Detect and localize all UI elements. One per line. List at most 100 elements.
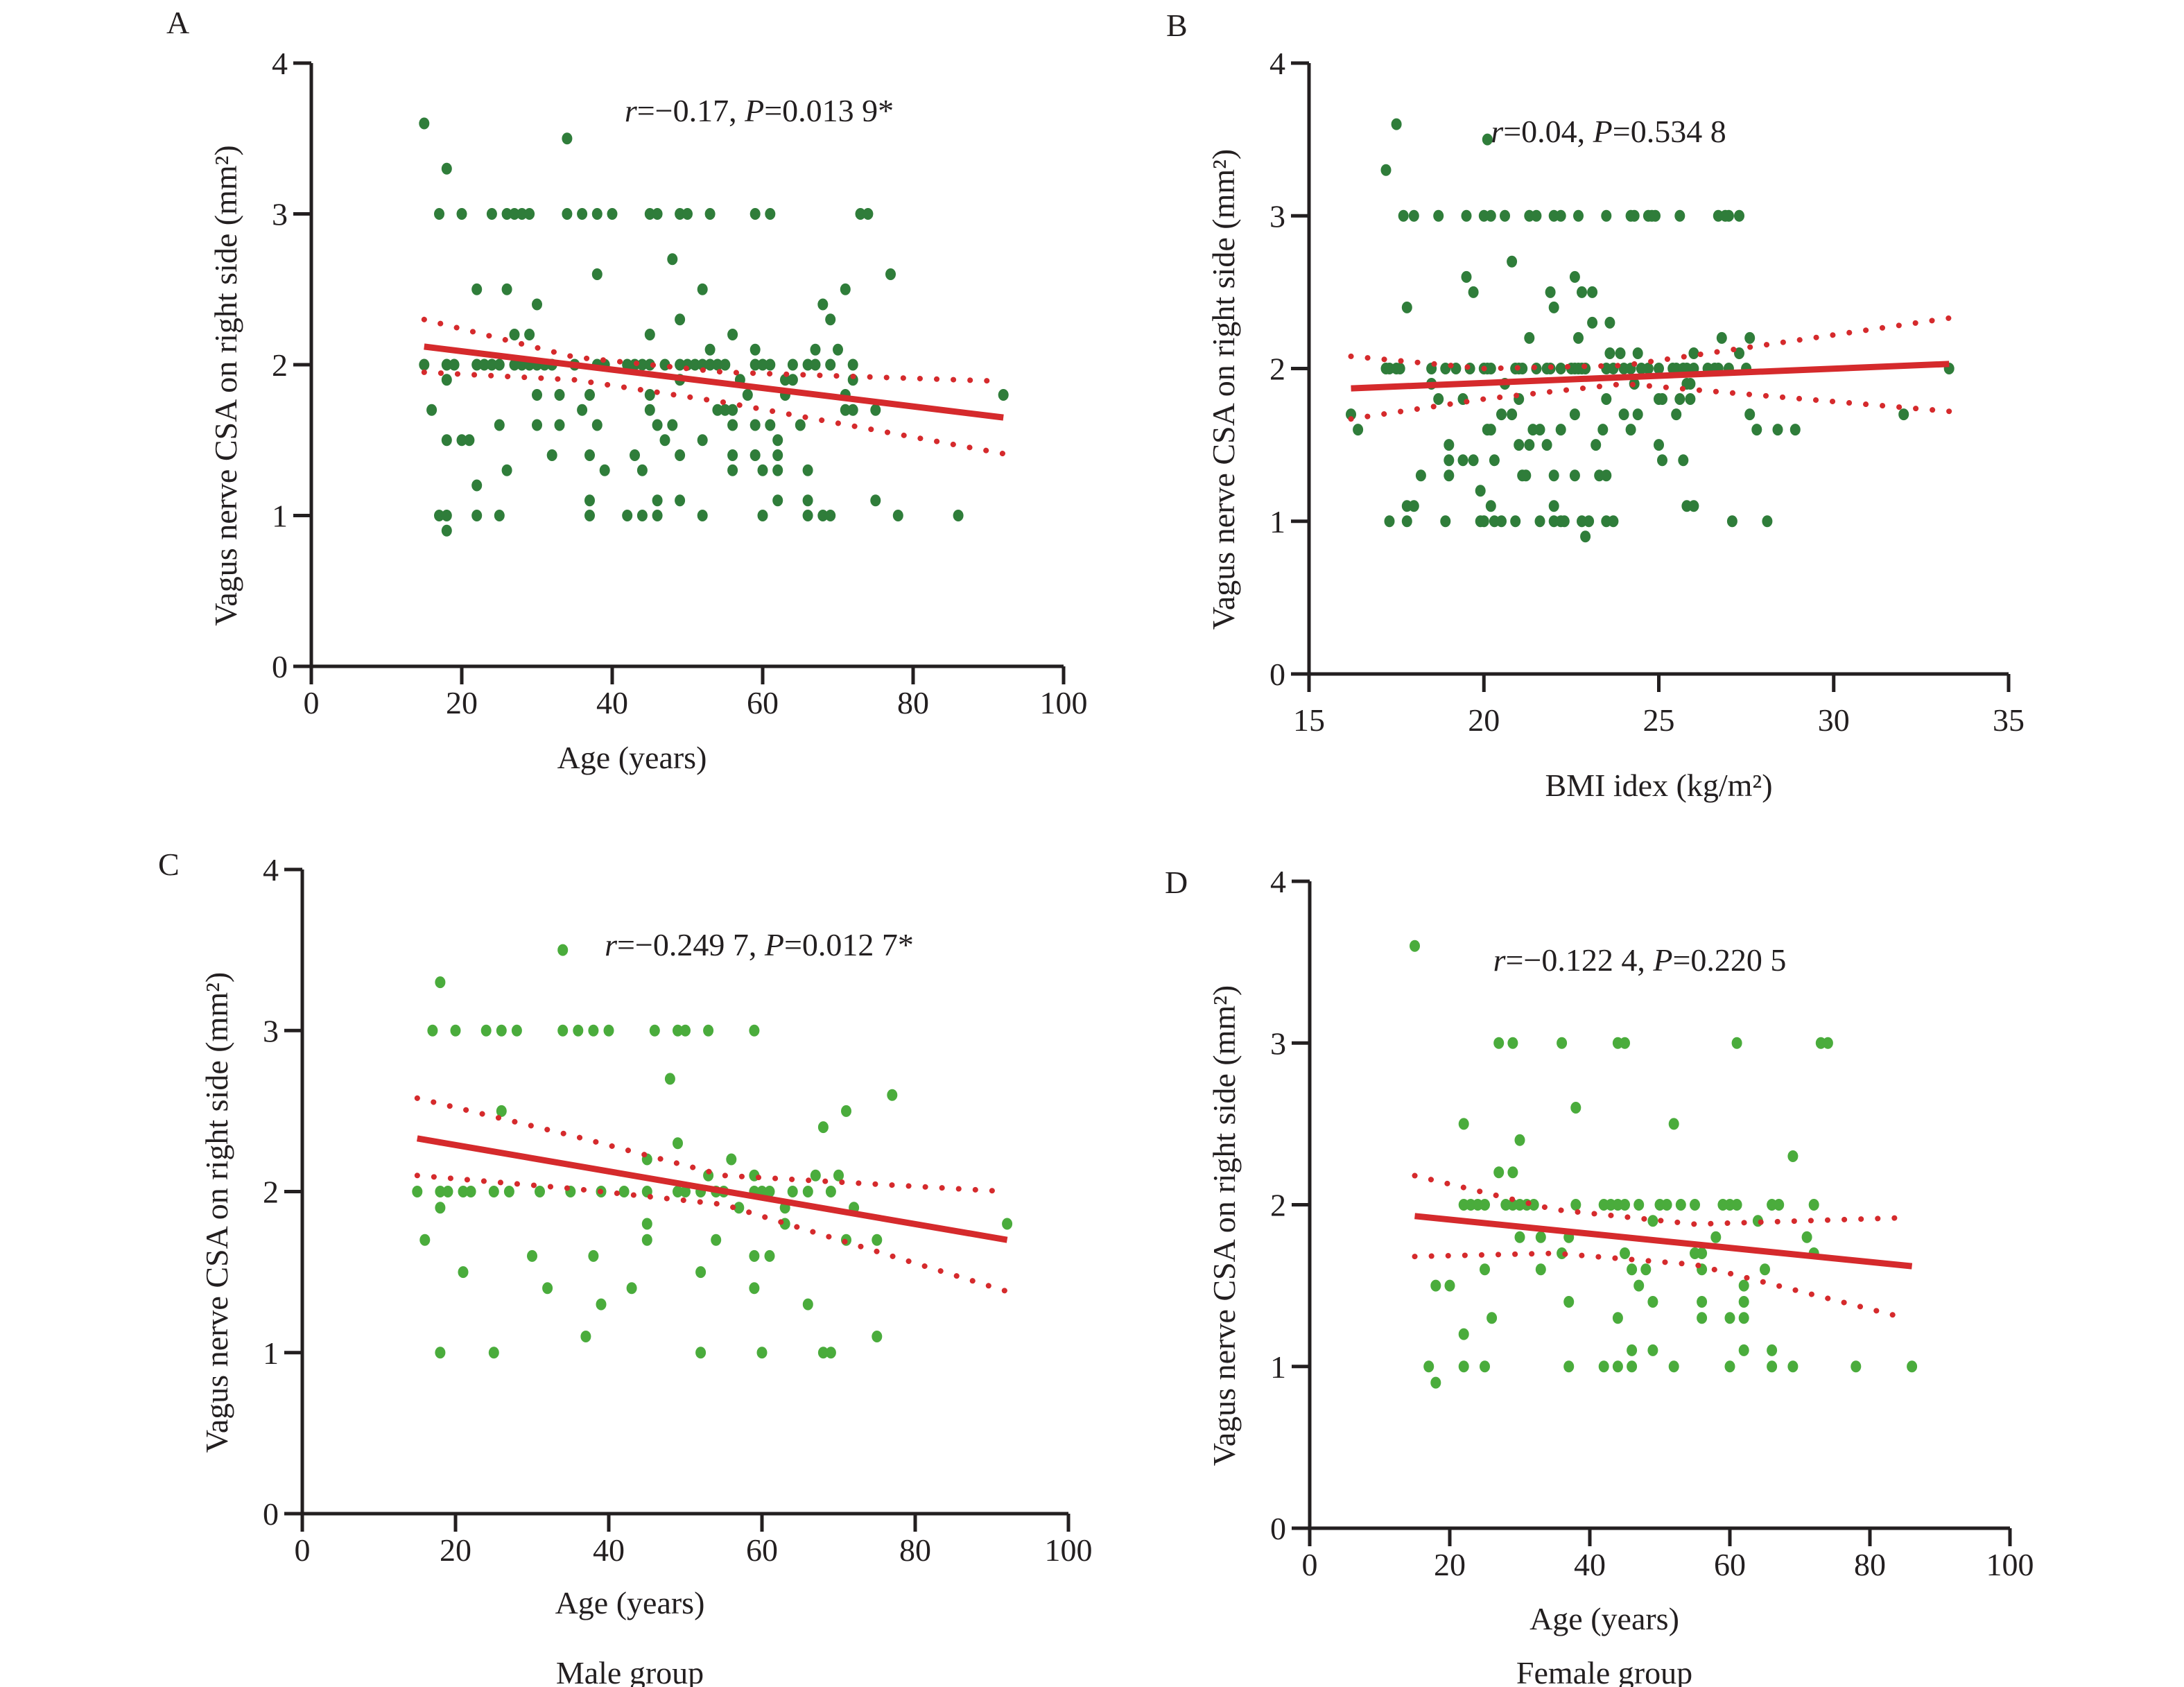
scatter-points [1410,940,1918,1389]
data-point [449,358,460,371]
data-point [501,464,512,476]
data-point [1541,439,1552,451]
data-point [1489,454,1500,467]
data-point [704,358,716,371]
data-point [1485,209,1496,222]
panel-letter: D [1165,865,1188,900]
data-point [757,464,768,476]
data-point [1573,331,1584,344]
data-point [870,404,881,416]
data-point [825,1186,836,1197]
data-point [1762,515,1773,528]
data-point [1545,286,1556,298]
data-point [442,1186,453,1197]
data-point [1608,515,1619,528]
x-tick-label: 15 [1293,702,1325,738]
data-point [584,510,595,521]
data-point [1688,500,1699,512]
data-point [652,419,663,431]
y-tick-label: 1 [1270,1349,1286,1385]
data-point [667,253,678,266]
data-point [1535,1263,1546,1276]
data-point [703,1024,714,1037]
y-tick-label: 4 [1270,864,1286,899]
data-point [644,208,655,220]
data-point [1898,408,1909,421]
data-point [486,358,497,371]
annotation-p-value: =0.534 8 [1613,114,1726,149]
data-point [1615,347,1626,359]
data-point [1480,1360,1490,1373]
data-point [580,1331,591,1342]
data-point [636,358,648,371]
data-point [1618,408,1629,421]
annotation-p-label: P [744,93,764,128]
data-point [673,1137,683,1150]
data-point [673,1024,683,1037]
data-point [756,1347,768,1359]
data-point [501,208,512,220]
data-point [1734,347,1744,359]
data-point [847,358,858,371]
data-point [1601,393,1612,405]
data-point [1808,1199,1819,1211]
data-point [1744,408,1756,421]
data-point [419,358,430,371]
data-point [772,434,783,447]
data-point [1394,363,1405,374]
data-point [1534,424,1545,436]
y-tick-label: 4 [1269,46,1285,81]
data-point [780,374,790,386]
data-point [953,510,964,521]
data-point [1774,1199,1785,1211]
data-point [1697,1247,1708,1259]
data-point [734,1202,745,1214]
data-point [1661,1199,1672,1211]
data-point [434,208,444,220]
data-point [764,1249,775,1262]
data-point [802,1298,813,1310]
data-point [441,524,452,537]
data-point [1577,286,1587,298]
data-point [675,494,686,507]
data-point [509,329,520,340]
y-tick-label: 0 [272,649,288,684]
annotation-r-label: r [605,927,618,962]
x-tick-label: 100 [1040,685,1088,720]
data-point [704,343,716,356]
data-point [892,510,903,521]
x-tick-label: 80 [899,1532,931,1568]
data-point [1657,393,1667,405]
x-axis-title: Age (years) [555,1585,705,1620]
data-point [496,1105,507,1117]
annotation-p-label: P [1593,114,1613,149]
data-point [825,313,836,326]
annotation-r-value: =−0.249 7, [617,927,765,962]
data-point [1657,454,1667,467]
data-point [833,1169,844,1182]
data-point [644,389,655,401]
data-point [1633,1199,1645,1211]
data-point [1685,393,1696,405]
y-tick-label: 3 [1270,1026,1286,1061]
data-point [1468,286,1479,298]
x-tick-label: 0 [1302,1547,1318,1582]
data-point [727,449,738,461]
data-point [1493,1166,1505,1179]
confidence-band-lower [1348,381,1952,422]
data-point [1461,270,1472,283]
data-point [427,1024,438,1037]
data-point [1559,515,1570,528]
regression-line [1351,361,1950,392]
data-point [720,358,731,371]
data-point [599,464,610,476]
data-point [1398,209,1409,222]
data-point [509,358,520,371]
data-point [1738,1344,1749,1356]
data-point [1524,439,1535,451]
data-point [1751,424,1762,436]
data-point [636,464,648,476]
data-point [450,1024,461,1037]
data-point [557,1024,569,1037]
